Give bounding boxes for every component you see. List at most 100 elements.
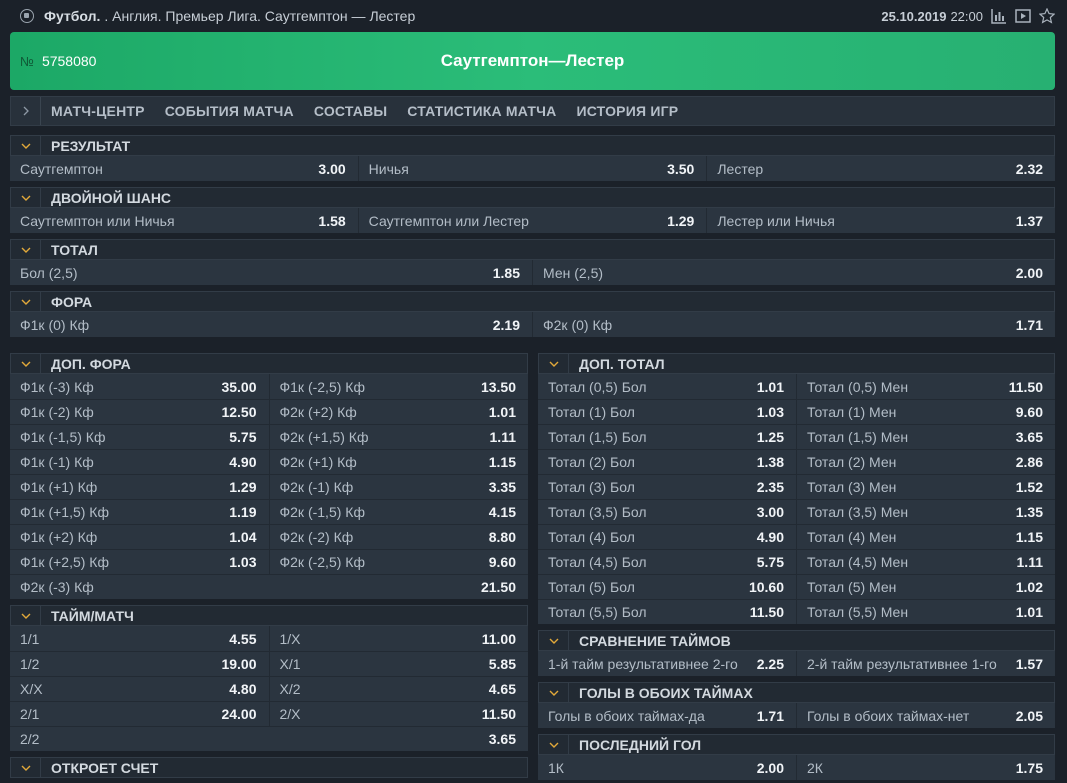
tab-match-events[interactable]: СОБЫТИЯ МАТЧА: [164, 103, 294, 119]
outcome-label: Лестер или Ничья: [717, 212, 835, 229]
odds-cell[interactable]: Тотал (5,5) Мен 1.01: [797, 600, 1055, 624]
chevron-down-icon[interactable]: [539, 735, 569, 754]
odds-cell[interactable]: Тотал (2) Бол 1.38: [538, 450, 797, 474]
odds-cell[interactable]: Тотал (5,5) Бол 11.50: [538, 600, 797, 624]
odds-cell[interactable]: Бол (2,5) 1.85: [10, 260, 533, 285]
chevron-down-icon[interactable]: [11, 758, 41, 777]
market-header[interactable]: ГОЛЫ В ОБОИХ ТАЙМАХ: [538, 682, 1055, 703]
chevron-down-icon[interactable]: [11, 240, 41, 259]
odds-cell[interactable]: Тотал (1) Мен 9.60: [797, 400, 1055, 424]
odds-cell[interactable]: 1/1 4.55: [10, 626, 270, 651]
market-last-goal: ПОСЛЕДНИЙ ГОЛ 1К 2.00 2К 1.75: [538, 734, 1055, 780]
odds-cell[interactable]: Ф1к (-2,5) Кф 13.50: [270, 374, 529, 399]
outcome-odds: 3.65: [1015, 429, 1043, 445]
odds-cell[interactable]: Мен (2,5) 2.00: [533, 260, 1055, 285]
odds-cell[interactable]: 1/X 11.00: [270, 626, 529, 651]
odds-cell[interactable]: Ф1к (-1,5) Кф 5.75: [10, 425, 270, 449]
odds-cell[interactable]: Тотал (4,5) Мен 1.11: [797, 550, 1055, 574]
odds-cell[interactable]: X/1 5.85: [270, 652, 529, 676]
odds-cell[interactable]: Тотал (5) Мен 1.02: [797, 575, 1055, 599]
odds-cell[interactable]: Ф1к (+1,5) Кф 1.19: [10, 500, 270, 524]
chevron-down-icon[interactable]: [11, 188, 41, 207]
odds-cell[interactable]: Ф2к (-2,5) Кф 9.60: [270, 550, 529, 574]
chevron-down-icon[interactable]: [539, 631, 569, 650]
outcome-label: Ф2к (+1) Кф: [279, 454, 357, 470]
odds-cell[interactable]: Ничья 3.50: [359, 156, 708, 181]
video-icon[interactable]: [1015, 8, 1031, 24]
market-header[interactable]: ТОТАЛ: [10, 239, 1055, 260]
odds-cell[interactable]: Ф2к (-1,5) Кф 4.15: [270, 500, 529, 524]
odds-cell[interactable]: Ф1к (-2) Кф 12.50: [10, 400, 270, 424]
odds-cell[interactable]: Голы в обоих таймах-да 1.71: [538, 703, 797, 728]
odds-cell[interactable]: Ф1к (+1) Кф 1.29: [10, 475, 270, 499]
odds-cell[interactable]: 2-й тайм результативнее 1-го 1.57: [797, 651, 1055, 676]
outcome-odds: 1.01: [1015, 604, 1043, 620]
chevron-down-icon[interactable]: [11, 292, 41, 311]
odds-cell[interactable]: 1-й тайм результативнее 2-го 2.25: [538, 651, 797, 676]
odds-cell[interactable]: Ф1к (-3) Кф 35.00: [10, 374, 270, 399]
chevron-right-icon[interactable]: [11, 97, 41, 125]
odds-cell[interactable]: 2/2 3.65: [10, 727, 528, 751]
odds-cell[interactable]: Тотал (4,5) Бол 5.75: [538, 550, 797, 574]
odds-cell[interactable]: 1/2 19.00: [10, 652, 270, 676]
odds-cell[interactable]: Тотал (4) Мен 1.15: [797, 525, 1055, 549]
market-header[interactable]: ФОРА: [10, 291, 1055, 312]
odds-cell[interactable]: 1К 2.00: [538, 755, 797, 780]
tab-game-history[interactable]: ИСТОРИЯ ИГР: [576, 103, 679, 119]
odds-cell[interactable]: Ф2к (-3) Кф 21.50: [10, 575, 528, 599]
chevron-down-icon[interactable]: [539, 683, 569, 702]
odds-cell[interactable]: Ф1к (+2) Кф 1.04: [10, 525, 270, 549]
odds-cell[interactable]: Тотал (3,5) Мен 1.35: [797, 500, 1055, 524]
market-header[interactable]: ТАЙМ/МАТЧ: [10, 605, 528, 626]
stats-icon[interactable]: [991, 8, 1007, 24]
odds-cell[interactable]: Ф2к (0) Кф 1.71: [533, 312, 1055, 337]
odds-cell[interactable]: Тотал (5) Бол 10.60: [538, 575, 797, 599]
odds-cell[interactable]: Саутгемптон или Ничья 1.58: [10, 208, 359, 233]
odds-cell[interactable]: Тотал (1) Бол 1.03: [538, 400, 797, 424]
odds-cell[interactable]: Тотал (4) Бол 4.90: [538, 525, 797, 549]
market-header[interactable]: ПОСЛЕДНИЙ ГОЛ: [538, 734, 1055, 755]
odds-cell[interactable]: Лестер или Ничья 1.37: [707, 208, 1055, 233]
chevron-down-icon[interactable]: [11, 136, 41, 155]
market-header[interactable]: ДОП. ФОРА: [10, 353, 528, 374]
market-header[interactable]: РЕЗУЛЬТАТ: [10, 135, 1055, 156]
chevron-down-icon[interactable]: [539, 354, 569, 373]
odds-cell[interactable]: 2/1 24.00: [10, 702, 270, 726]
odds-cell[interactable]: X/X 4.80: [10, 677, 270, 701]
chevron-down-icon[interactable]: [11, 354, 41, 373]
tab-match-stats[interactable]: СТАТИСТИКА МАТЧА: [407, 103, 557, 119]
odds-cell[interactable]: Ф1к (+2,5) Кф 1.03: [10, 550, 270, 574]
odds-cell[interactable]: Голы в обоих таймах-нет 2.05: [797, 703, 1055, 728]
tab-lineups[interactable]: СОСТАВЫ: [313, 103, 388, 119]
odds-cell[interactable]: Лестер 2.32: [707, 156, 1055, 181]
odds-cell[interactable]: Ф1к (-1) Кф 4.90: [10, 450, 270, 474]
odds-cell[interactable]: Тотал (3,5) Бол 3.00: [538, 500, 797, 524]
odds-cell[interactable]: Тотал (0,5) Бол 1.01: [538, 374, 797, 399]
odds-cell[interactable]: Тотал (2) Мен 2.86: [797, 450, 1055, 474]
odds-cell[interactable]: 2К 1.75: [797, 755, 1055, 780]
star-icon[interactable]: [1038, 7, 1056, 24]
odds-cell[interactable]: Тотал (0,5) Мен 11.50: [797, 374, 1055, 399]
market-header[interactable]: ДВОЙНОЙ ШАНС: [10, 187, 1055, 208]
odds-cell[interactable]: Ф2к (-2) Кф 8.80: [270, 525, 529, 549]
market-header[interactable]: ОТКРОЕТ СЧЕТ: [10, 757, 528, 778]
odds-cell[interactable]: Тотал (3) Мен 1.52: [797, 475, 1055, 499]
tab-match-center[interactable]: МАТЧ-ЦЕНТР: [51, 103, 145, 119]
odds-cell[interactable]: Ф2к (-1) Кф 3.35: [270, 475, 529, 499]
odds-cell[interactable]: Тотал (1,5) Бол 1.25: [538, 425, 797, 449]
odds-cell[interactable]: Ф2к (+1) Кф 1.15: [270, 450, 529, 474]
market-header[interactable]: ДОП. ТОТАЛ: [538, 353, 1055, 374]
odds-cell[interactable]: 2/X 11.50: [270, 702, 529, 726]
outcome-label: Саутгемптон или Лестер: [368, 212, 529, 229]
odds-cell[interactable]: Ф2к (+1,5) Кф 1.11: [270, 425, 529, 449]
chevron-down-icon[interactable]: [11, 606, 41, 625]
odds-cell[interactable]: Саутгемптон или Лестер 1.29: [359, 208, 708, 233]
odds-cell[interactable]: Ф1к (0) Кф 2.19: [10, 312, 533, 337]
odds-cell[interactable]: Ф2к (+2) Кф 1.01: [270, 400, 529, 424]
market-header[interactable]: СРАВНЕНИЕ ТАЙМОВ: [538, 630, 1055, 651]
odds-cell[interactable]: Тотал (3) Бол 2.35: [538, 475, 797, 499]
sport-name[interactable]: Футбол.: [44, 8, 101, 24]
odds-cell[interactable]: Саутгемптон 3.00: [10, 156, 359, 181]
odds-cell[interactable]: X/2 4.65: [270, 677, 529, 701]
odds-cell[interactable]: Тотал (1,5) Мен 3.65: [797, 425, 1055, 449]
